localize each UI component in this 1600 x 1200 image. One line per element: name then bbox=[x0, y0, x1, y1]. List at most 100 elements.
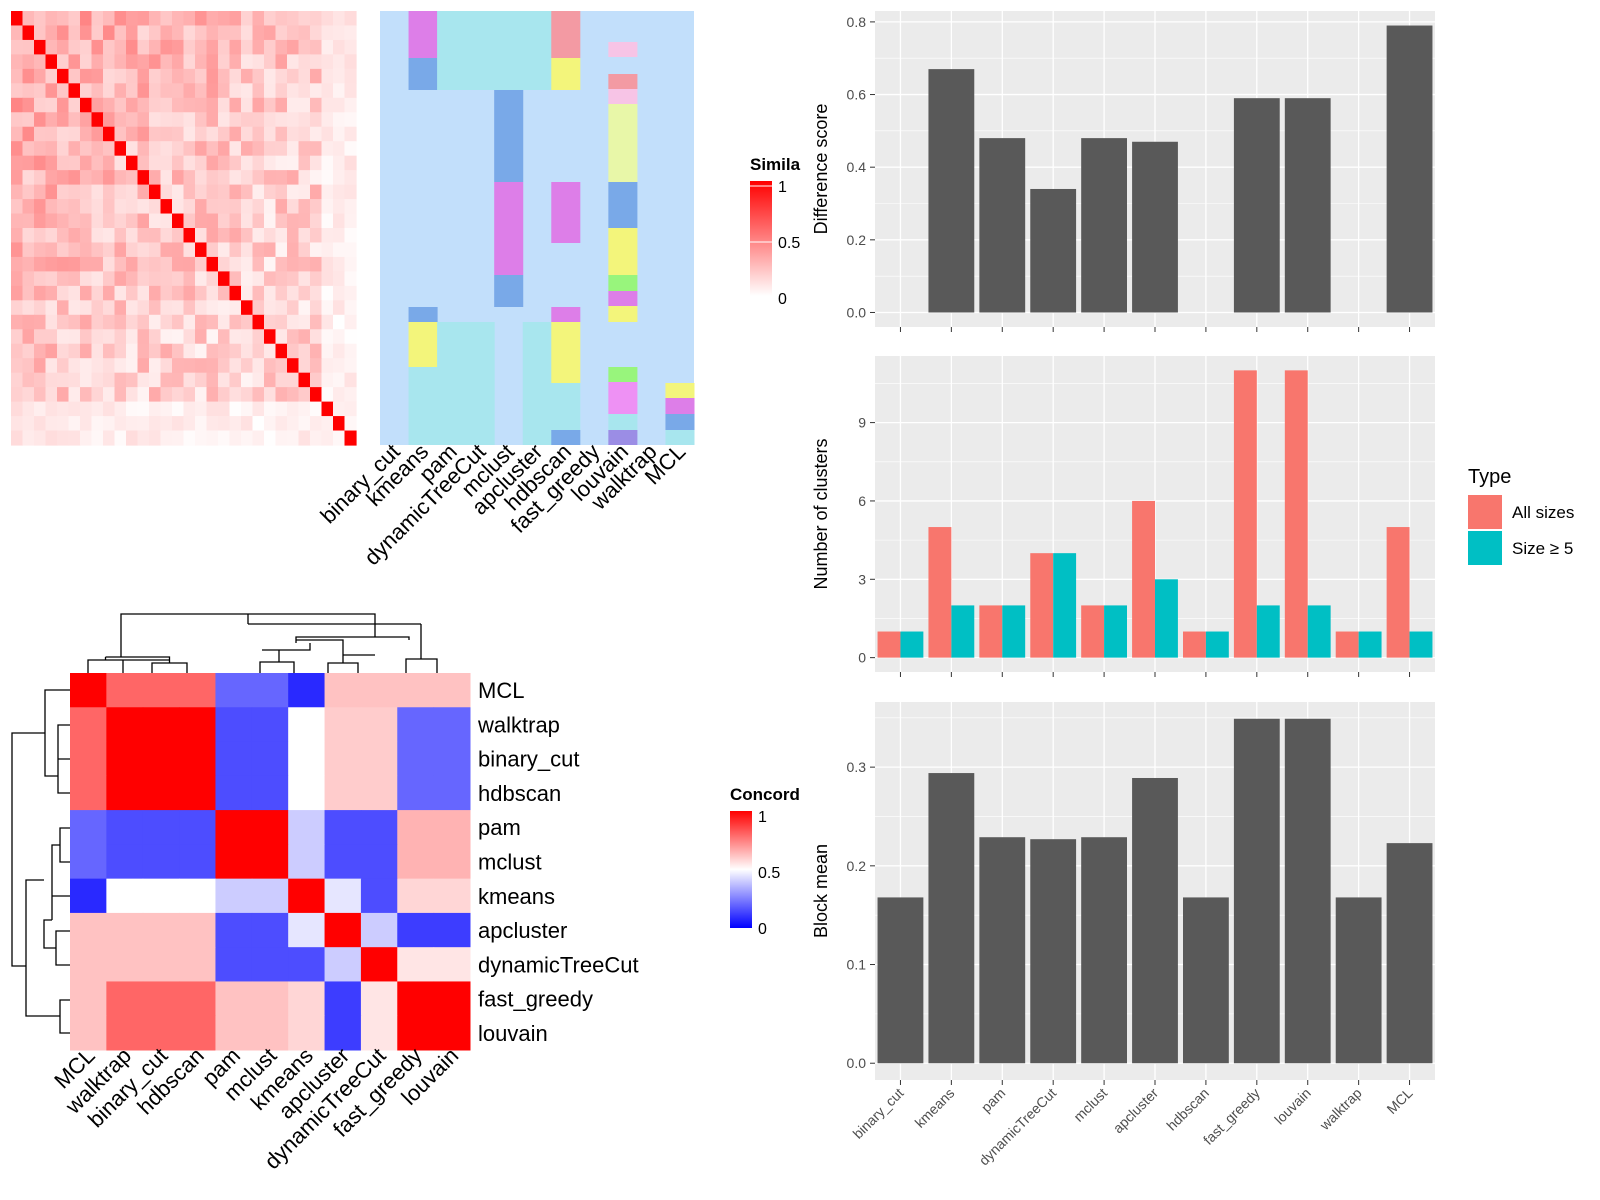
similarity-cell bbox=[68, 170, 81, 186]
similarity-cell bbox=[114, 83, 127, 99]
similarity-cell bbox=[11, 155, 24, 171]
similarity-cell bbox=[229, 401, 242, 417]
similarity-cell bbox=[172, 199, 185, 215]
similarity-cell bbox=[126, 300, 139, 316]
similarity-cell bbox=[34, 155, 47, 171]
similarity-cell bbox=[114, 68, 127, 84]
similarity-cell bbox=[126, 97, 139, 113]
similarity-cell bbox=[252, 83, 265, 99]
similarity-cell bbox=[11, 372, 24, 388]
similarity-cell bbox=[264, 343, 277, 359]
similarity-cell bbox=[114, 300, 127, 316]
similarity-cell bbox=[229, 213, 242, 229]
similarity-cell bbox=[34, 314, 47, 330]
similarity-cell bbox=[91, 314, 104, 330]
similarity-cell bbox=[287, 39, 300, 55]
concordance-cell bbox=[360, 981, 398, 1017]
similarity-cell bbox=[321, 242, 334, 258]
similarity-cell bbox=[172, 25, 185, 41]
similarity-cell bbox=[321, 68, 334, 84]
assignment-block bbox=[465, 322, 495, 445]
similarity-cell bbox=[137, 83, 150, 99]
similarity-cell bbox=[68, 416, 81, 432]
similarity-cell bbox=[34, 387, 47, 403]
similarity-cell bbox=[183, 184, 196, 200]
concordance-cell bbox=[324, 1015, 362, 1051]
similarity-cell bbox=[344, 54, 357, 70]
similarity-cell bbox=[114, 11, 127, 27]
similarity-cell bbox=[321, 228, 334, 244]
similarity-cell bbox=[68, 39, 81, 55]
similarity-cell bbox=[333, 126, 346, 142]
similarity-cell bbox=[298, 54, 311, 70]
similarity-cell bbox=[91, 285, 104, 301]
similarity-cell bbox=[298, 141, 311, 157]
similarity-cell bbox=[183, 155, 196, 171]
similarity-cell bbox=[103, 228, 116, 244]
similarity-cell bbox=[310, 54, 323, 70]
similarity-cell bbox=[45, 314, 58, 330]
similarity-legend-title: Simila bbox=[750, 155, 801, 174]
similarity-cell bbox=[91, 416, 104, 432]
similarity-cell bbox=[126, 387, 139, 403]
similarity-cell bbox=[275, 387, 288, 403]
similarity-cell bbox=[91, 256, 104, 272]
block-mean-chart: 0.0 0.1 0.2 0.3 Block mean bbox=[811, 702, 1435, 1085]
similarity-cell bbox=[57, 401, 70, 417]
similarity-cell bbox=[34, 25, 47, 41]
similarity-cell bbox=[114, 39, 127, 55]
concordance-cell bbox=[433, 775, 471, 811]
column-dendrogram bbox=[87, 613, 438, 673]
concordance-cell bbox=[215, 878, 253, 914]
similarity-cell bbox=[344, 155, 357, 171]
similarity-cell bbox=[241, 300, 254, 316]
concordance-cell bbox=[251, 707, 289, 743]
similarity-cell bbox=[252, 68, 265, 84]
similarity-cell bbox=[22, 358, 35, 374]
similarity-cell bbox=[287, 11, 300, 27]
similarity-cell bbox=[80, 256, 93, 272]
similarity-cell bbox=[333, 25, 346, 41]
similarity-cell bbox=[137, 112, 150, 128]
similarity-cell bbox=[206, 54, 219, 70]
similarity-cell bbox=[321, 199, 334, 215]
similarity-cell bbox=[45, 155, 58, 171]
similarity-cell bbox=[114, 256, 127, 272]
similarity-cell bbox=[321, 83, 334, 99]
similarity-cell bbox=[344, 343, 357, 359]
similarity-cell bbox=[229, 170, 242, 186]
concordance-cell bbox=[360, 912, 398, 948]
similarity-cell bbox=[321, 54, 334, 70]
similarity-cell bbox=[287, 155, 300, 171]
similarity-cell bbox=[91, 213, 104, 229]
similarity-cell bbox=[149, 242, 162, 258]
similarity-cell bbox=[172, 228, 185, 244]
assignment-block bbox=[408, 307, 438, 322]
similarity-cell bbox=[287, 343, 300, 359]
similarity-cell bbox=[264, 54, 277, 70]
similarity-cell bbox=[241, 83, 254, 99]
similarity-cell bbox=[275, 141, 288, 157]
similarity-cell bbox=[287, 68, 300, 84]
similarity-cell bbox=[149, 155, 162, 171]
assignment-block bbox=[608, 291, 638, 306]
concordance-cell bbox=[324, 981, 362, 1017]
similarity-cell bbox=[126, 416, 139, 432]
similarity-cell bbox=[137, 184, 150, 200]
similarity-cell bbox=[241, 97, 254, 113]
similarity-cell bbox=[11, 314, 24, 330]
similarity-cell bbox=[264, 213, 277, 229]
similarity-cell bbox=[229, 372, 242, 388]
concordance-row-label: fast_greedy bbox=[478, 987, 593, 1012]
similarity-cell bbox=[22, 39, 35, 55]
similarity-cell bbox=[11, 329, 24, 345]
similarity-cell bbox=[160, 97, 173, 113]
similarity-cell bbox=[321, 300, 334, 316]
similarity-cell bbox=[287, 285, 300, 301]
similarity-cell bbox=[206, 126, 219, 142]
similarity-cell bbox=[34, 416, 47, 432]
similarity-cell bbox=[183, 112, 196, 128]
similarity-cell bbox=[11, 430, 24, 446]
similarity-cell bbox=[126, 271, 139, 287]
similarity-cell bbox=[80, 126, 93, 142]
